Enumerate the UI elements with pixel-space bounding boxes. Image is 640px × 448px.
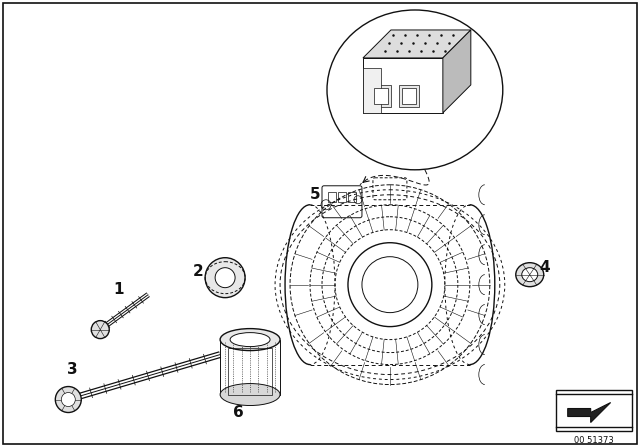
Text: 3: 3 bbox=[67, 362, 77, 377]
Text: 1: 1 bbox=[113, 282, 124, 297]
Polygon shape bbox=[443, 30, 471, 113]
Polygon shape bbox=[363, 30, 471, 58]
Bar bbox=[220, 340, 280, 395]
Text: 4: 4 bbox=[540, 260, 550, 275]
Bar bbox=[338, 192, 346, 202]
Circle shape bbox=[205, 258, 245, 297]
Polygon shape bbox=[568, 402, 611, 422]
Text: 00 51373: 00 51373 bbox=[574, 436, 614, 445]
Bar bbox=[328, 192, 336, 202]
Bar bbox=[371, 85, 391, 107]
Ellipse shape bbox=[220, 383, 280, 405]
Ellipse shape bbox=[230, 332, 270, 347]
Text: 6: 6 bbox=[233, 405, 243, 420]
Bar bbox=[399, 85, 419, 107]
Ellipse shape bbox=[516, 263, 544, 287]
Polygon shape bbox=[363, 58, 443, 113]
Circle shape bbox=[61, 392, 76, 406]
Text: 5: 5 bbox=[310, 187, 320, 202]
Text: 2: 2 bbox=[193, 264, 204, 279]
Bar bbox=[402, 88, 416, 104]
Ellipse shape bbox=[522, 268, 538, 282]
Bar bbox=[556, 390, 632, 431]
Ellipse shape bbox=[327, 10, 503, 170]
Polygon shape bbox=[363, 68, 381, 113]
Circle shape bbox=[215, 268, 235, 288]
Bar bbox=[374, 88, 388, 104]
Circle shape bbox=[92, 321, 109, 339]
Circle shape bbox=[55, 387, 81, 413]
Ellipse shape bbox=[220, 329, 280, 351]
Bar bbox=[348, 192, 356, 202]
Bar bbox=[228, 348, 272, 395]
